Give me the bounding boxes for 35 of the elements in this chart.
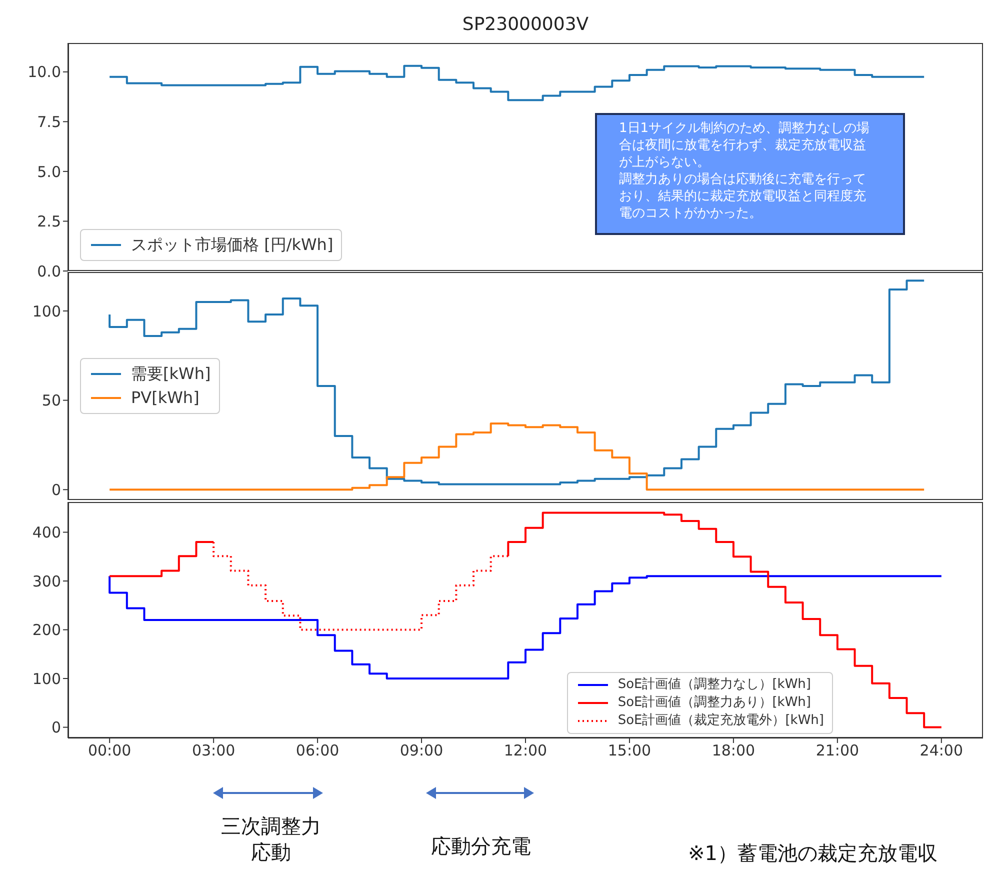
y-tick-label: 100 xyxy=(32,302,61,320)
y-tick-label: 0.0 xyxy=(37,262,61,280)
x-tick-label: 03:00 xyxy=(192,742,236,760)
y-tick-label: 300 xyxy=(32,572,61,590)
y-tick-label: 2.5 xyxy=(37,212,61,231)
y-tick-label: 10.0 xyxy=(28,63,61,82)
legend-label: スポット市場価格 [円/kWh] xyxy=(131,234,334,256)
text: 応動分充電 xyxy=(430,833,532,859)
legend-label: 需要[kWh] xyxy=(131,363,211,385)
x-tick-label: 24:00 xyxy=(920,742,964,760)
annotation: 調整力ありの場合は応動後に充電を行っており、結果的に裁定充放電収益と同程度充電のコストがかかった。 xyxy=(619,171,867,222)
chart-title: SP23000003V xyxy=(461,14,590,35)
y-tick-label: 0 xyxy=(51,480,61,499)
y-tick-label: 5.0 xyxy=(37,162,61,181)
x-tick-label: 00:00 xyxy=(88,742,132,760)
callout-box: 1日1サイクル制約のため、調整力なしの場合は夜間に放電を行わず、裁定充放電収益が上がらない。 調整力ありの場合は応動後に充電を行っており、結果的に裁定充放電収益と同程度充電のコストがかかった。 xyxy=(595,113,905,235)
y-tick-label: 200 xyxy=(32,621,61,640)
text: 三次調整力応動 xyxy=(220,813,322,865)
y-tick-label: 0 xyxy=(51,718,61,737)
legend-label: SoE計画値（裁定充放電外）[kWh] xyxy=(618,712,824,730)
x-tick-label: 06:00 xyxy=(296,742,340,760)
legend-label: SoE計画値（調整力あり）[kWh] xyxy=(618,694,811,712)
text: ※1）蓄電池の裁定充放電収 xyxy=(688,840,938,866)
y-tick-label: 100 xyxy=(32,670,61,688)
legend-label: SoE計画値（調整力なし）[kWh] xyxy=(618,676,811,694)
y-tick-label: 7.5 xyxy=(37,112,61,131)
x-tick-label: 09:00 xyxy=(400,742,444,760)
x-tick-label: 15:00 xyxy=(608,742,652,760)
y-tick-label: 400 xyxy=(32,524,61,542)
x-tick-label: 12:00 xyxy=(504,742,548,760)
legend-label: PV[kWh] xyxy=(131,387,200,409)
y-tick-label: 50 xyxy=(42,392,61,410)
x-tick-label: 18:00 xyxy=(712,742,756,760)
x-tick-label: 21:00 xyxy=(816,742,860,760)
annotation: 1日1サイクル制約のため、調整力なしの場合は夜間に放電を行わず、裁定充放電収益が上がらない。 xyxy=(619,120,871,171)
